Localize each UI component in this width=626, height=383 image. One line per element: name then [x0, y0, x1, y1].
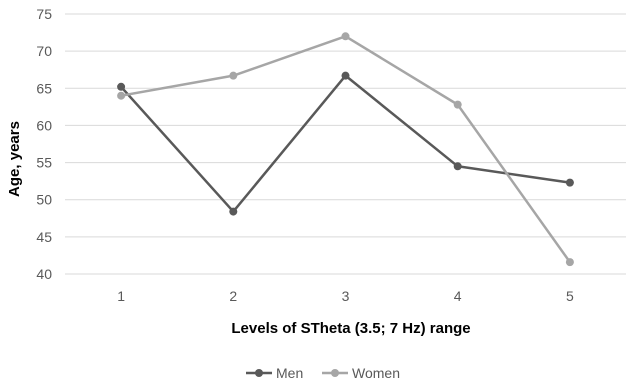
data-point [117, 91, 126, 100]
legend-marker [331, 369, 339, 377]
series-line [120, 74, 571, 213]
y-axis-title: Age, years [6, 121, 23, 197]
series-women [117, 32, 574, 267]
data-point [453, 162, 462, 171]
series-lines [117, 32, 574, 267]
data-point [453, 100, 462, 109]
x-axis-ticks: 1 2 3 4 5 [117, 288, 574, 304]
data-point [341, 32, 350, 41]
data-point [229, 207, 238, 216]
x-tick-label: 1 [117, 288, 125, 304]
data-point [565, 178, 574, 187]
series-line [120, 35, 571, 263]
x-tick-label: 4 [454, 288, 462, 304]
y-axis-ticks: 40 45 50 55 60 65 70 75 [36, 6, 52, 282]
x-tick-label: 2 [229, 288, 237, 304]
data-point [117, 82, 126, 91]
y-tick-label: 45 [36, 229, 52, 245]
y-tick-label: 55 [36, 155, 52, 171]
legend-item-women: Women [322, 365, 400, 381]
legend: Men Women [246, 365, 400, 381]
series-men [117, 71, 574, 216]
x-axis-title: Levels of STheta (3.5; 7 Hz) range [231, 320, 470, 337]
legend-item-men: Men [246, 365, 303, 381]
y-tick-label: 65 [36, 80, 52, 96]
y-tick-label: 70 [36, 43, 52, 59]
legend-marker [255, 369, 263, 377]
x-tick-label: 3 [342, 288, 350, 304]
legend-label: Men [276, 365, 303, 381]
data-point [229, 71, 238, 80]
y-tick-label: 40 [36, 266, 52, 282]
y-tick-label: 60 [36, 117, 52, 133]
data-point [565, 258, 574, 267]
gridlines [65, 13, 626, 275]
x-tick-label: 5 [566, 288, 574, 304]
y-tick-label: 75 [36, 6, 52, 22]
legend-label: Women [352, 365, 400, 381]
y-tick-label: 50 [36, 192, 52, 208]
data-point [341, 71, 350, 80]
